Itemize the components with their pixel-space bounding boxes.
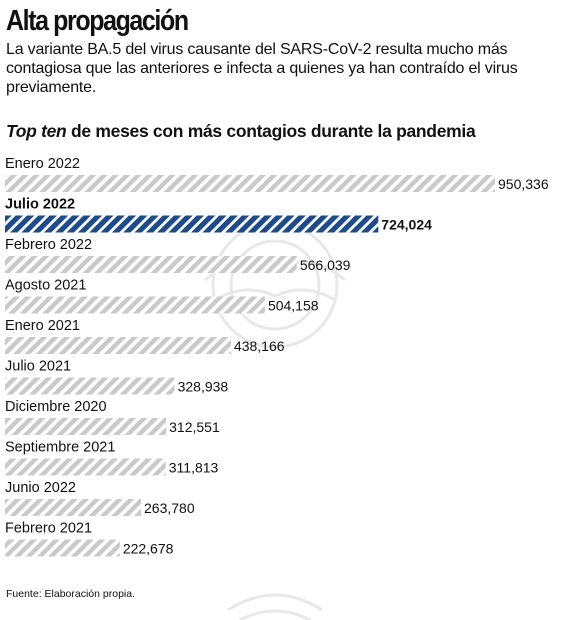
value-label-diciembre-2020: 312,551 xyxy=(169,419,220,435)
bar-enero-2021 xyxy=(5,337,231,354)
bar-enero-2022 xyxy=(5,175,495,192)
bars-layer: Enero 2022 950,336 Julio 2022 724,024 Febrer… xyxy=(5,156,549,557)
value-label-agosto-2021: 504,158 xyxy=(268,298,319,314)
value-label-enero-2021: 438,166 xyxy=(234,338,285,354)
category-label-enero-2021: Enero 2021 xyxy=(5,318,80,334)
bar-chart: Enero 2022 950,336 Julio 2022 724,024 Febrer… xyxy=(5,156,549,557)
bar-diciembre-2020 xyxy=(5,418,167,435)
chart-title: Alta propagación xyxy=(6,5,189,37)
value-label-junio-2022: 263,780 xyxy=(144,500,195,516)
source-note: Fuente: Elaboración propia. xyxy=(6,588,135,600)
value-label-enero-2022: 950,336 xyxy=(498,176,549,192)
category-label-julio-2021: Julio 2021 xyxy=(5,359,71,375)
value-label-febrero-2022: 566,039 xyxy=(300,257,351,273)
category-label-septiembre-2021: Septiembre 2021 xyxy=(5,440,115,456)
category-label-febrero-2022: Febrero 2022 xyxy=(5,237,92,253)
category-label-julio-2022: Julio 2022 xyxy=(5,197,75,213)
bar-junio-2022 xyxy=(5,499,142,516)
bar-septiembre-2021 xyxy=(5,458,166,476)
category-label-diciembre-2020: Diciembre 2020 xyxy=(5,399,107,415)
category-label-agosto-2021: Agosto 2021 xyxy=(5,278,86,294)
value-label-julio-2021: 328,938 xyxy=(178,379,229,395)
chart-subtitle: La variante BA.5 del virus causante del … xyxy=(6,41,518,96)
bar-julio-2021 xyxy=(5,377,175,395)
bar-agosto-2021 xyxy=(5,296,265,314)
bar-febrero-2022 xyxy=(5,256,297,273)
heading-italic: Top ten xyxy=(6,121,67,141)
chart-heading: Top ten de meses con más contagios duran… xyxy=(6,120,476,142)
category-label-enero-2022: Enero 2022 xyxy=(5,156,80,172)
bar-julio-2022 xyxy=(5,215,379,233)
value-label-febrero-2021: 222,678 xyxy=(123,541,174,557)
category-label-febrero-2021: Febrero 2021 xyxy=(5,521,92,537)
value-label-julio-2022: 724,024 xyxy=(381,217,432,233)
category-label-junio-2022: Junio 2022 xyxy=(5,480,76,496)
heading-rest: de meses con más contagios durante la pa… xyxy=(66,121,476,141)
bar-febrero-2021 xyxy=(5,539,120,557)
value-label-septiembre-2021: 311,813 xyxy=(169,460,219,476)
